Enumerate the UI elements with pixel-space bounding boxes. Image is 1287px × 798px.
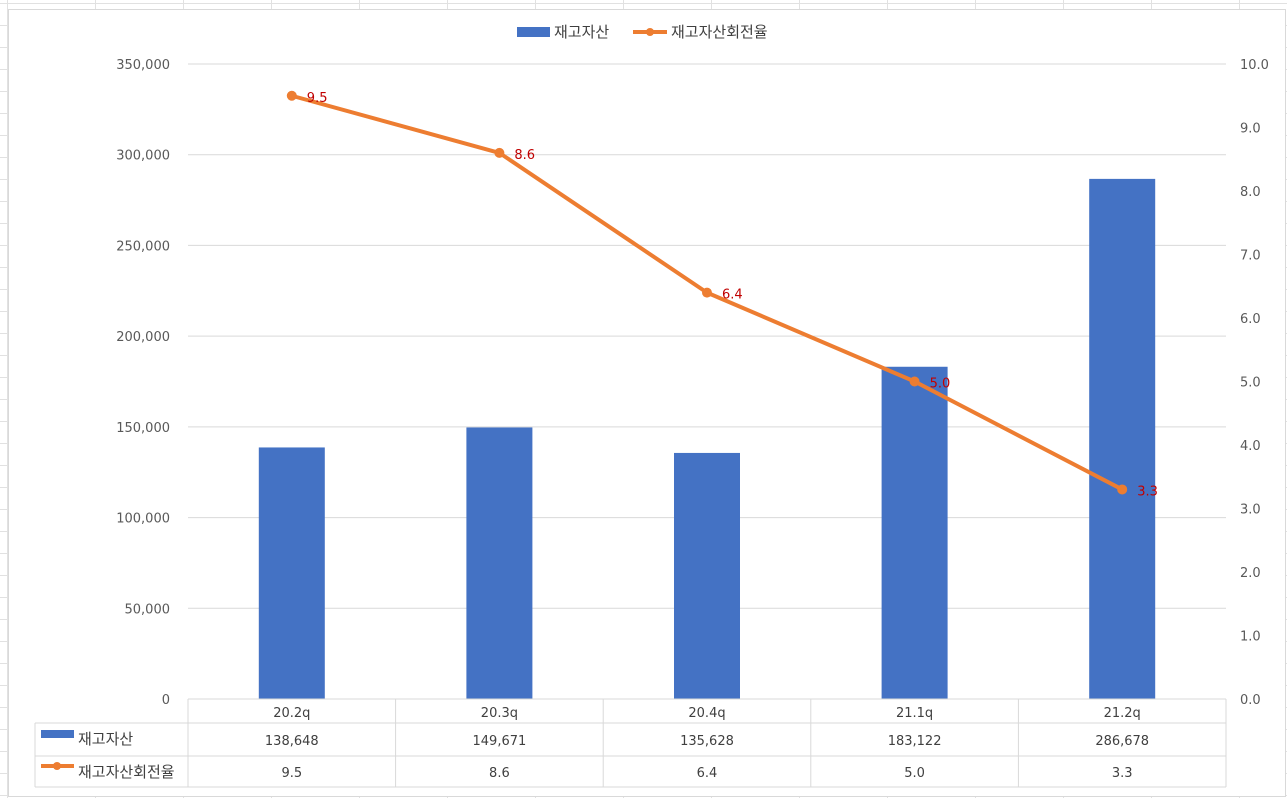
table-cell: 6.4: [697, 766, 718, 781]
y-left-tick-label: 300,000: [116, 149, 170, 164]
legend-line-label: 재고자산회전율: [671, 23, 768, 41]
legend-line-marker: [646, 28, 654, 36]
line-data-label: 8.6: [514, 148, 535, 163]
table-cell: 286,678: [1095, 734, 1149, 749]
bar: [881, 366, 948, 699]
legend-bar-swatch: [517, 27, 550, 37]
y-left-tick-label: 150,000: [116, 421, 170, 436]
bar: [258, 447, 325, 699]
chart-area[interactable]: [8, 9, 1286, 797]
table-cell: 135,628: [680, 734, 734, 749]
y-right-tick-label: 6.0: [1240, 312, 1261, 327]
y-left-tick-label: 200,000: [116, 330, 170, 345]
line-data-label: 6.4: [722, 288, 743, 303]
table-bar-key: [41, 730, 74, 738]
line-data-label: 3.3: [1137, 484, 1158, 499]
x-category-label: 20.4q: [688, 706, 725, 721]
y-left-tick-label: 50,000: [125, 602, 171, 617]
legend-bar-label: 재고자산: [554, 23, 609, 41]
y-left-tick-label: 100,000: [116, 512, 170, 527]
y-right-tick-label: 4.0: [1240, 439, 1261, 454]
y-right-tick-label: 7.0: [1240, 249, 1261, 264]
y-right-tick-label: 2.0: [1240, 566, 1261, 581]
table-row-label: 재고자산: [78, 730, 133, 748]
line-data-label: 5.0: [930, 377, 951, 392]
table-cell: 9.5: [281, 766, 302, 781]
y-right-tick-label: 0.0: [1240, 693, 1261, 708]
table-cell: 5.0: [904, 766, 925, 781]
y-left-tick-label: 350,000: [116, 58, 170, 73]
table-cell: 149,671: [473, 734, 527, 749]
bar: [674, 452, 740, 699]
line-data-label: 9.5: [307, 91, 328, 106]
x-category-label: 21.1q: [896, 706, 933, 721]
x-category-label: 21.2q: [1104, 706, 1141, 721]
line-point: [494, 147, 505, 158]
y-right-tick-label: 1.0: [1240, 630, 1261, 645]
line-point: [286, 90, 297, 101]
x-category-label: 20.3q: [481, 706, 518, 721]
y-left-tick-label: 0: [162, 693, 170, 708]
y-right-tick-label: 8.0: [1240, 185, 1261, 200]
line-point: [702, 287, 712, 298]
table-cell: 8.6: [489, 766, 510, 781]
x-category-label: 20.2q: [273, 706, 310, 721]
table-cell: 3.3: [1112, 766, 1133, 781]
table-cell: 183,122: [888, 734, 942, 749]
y-right-tick-label: 10.0: [1240, 58, 1269, 73]
bar: [1089, 178, 1156, 699]
y-right-tick-label: 9.0: [1240, 122, 1261, 137]
y-right-tick-label: 3.0: [1240, 503, 1261, 518]
table-cell: 138,648: [265, 734, 319, 749]
bar: [466, 427, 533, 699]
table-line-key-marker: [53, 762, 61, 770]
y-left-tick-label: 250,000: [116, 239, 170, 254]
table-row-label: 재고자산회전율: [78, 763, 175, 781]
line-point: [909, 376, 920, 387]
y-right-tick-label: 5.0: [1240, 376, 1261, 391]
line-point: [1117, 484, 1128, 495]
